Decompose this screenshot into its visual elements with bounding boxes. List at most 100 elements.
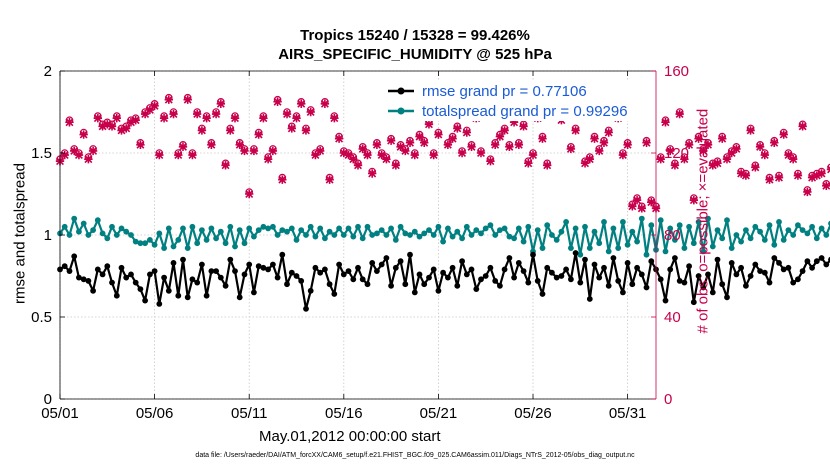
y-tick-label-right: 80 (664, 227, 681, 244)
rmse-point (369, 260, 376, 266)
spread-point (369, 232, 376, 238)
spread-point (326, 228, 333, 235)
obs-evaluated-marker (65, 118, 74, 127)
spread-point (421, 230, 428, 237)
rmse-point (336, 261, 342, 268)
spread-point (506, 233, 513, 240)
obs-evaluated-marker (694, 134, 703, 143)
spread-point (534, 227, 541, 234)
obs-evaluated-marker (528, 150, 538, 160)
rmse-point (511, 274, 517, 281)
rmse-point (728, 260, 735, 266)
spread-point (591, 228, 598, 235)
rmse-point (161, 274, 168, 281)
obs-evaluated-marker (765, 175, 774, 184)
spread-point (213, 235, 220, 242)
obs-evaluated-marker (103, 120, 112, 129)
spread-point (90, 227, 96, 234)
obs-evaluated-marker (301, 126, 311, 135)
spread-point (544, 222, 551, 229)
rmse-point (568, 276, 574, 283)
spread-point (151, 241, 158, 248)
obs-evaluated-marker (183, 95, 192, 104)
rmse-point (501, 266, 508, 273)
spread-point (402, 230, 409, 237)
rmse-point (293, 273, 300, 279)
rmse-point (605, 282, 612, 289)
obs-evaluated-marker (500, 126, 509, 135)
spread-point (359, 235, 366, 242)
spread-point (454, 228, 461, 235)
rmse-point (71, 253, 78, 260)
y-tick-label-left: 1 (44, 227, 52, 244)
spread-point (515, 225, 522, 232)
obs-evaluated-marker (292, 113, 301, 123)
rmse-point (411, 289, 418, 296)
obs-evaluated-marker (372, 140, 382, 149)
obs-evaluated-marker (344, 150, 353, 160)
obs-evaluated-marker (349, 154, 358, 164)
rmse-point (199, 261, 205, 268)
rmse-point (80, 276, 87, 283)
spread-point (241, 240, 248, 247)
obs-evaluated-marker (788, 154, 798, 164)
x-tick-label: 05/16 (325, 405, 363, 422)
rmse-point (222, 282, 229, 289)
obs-evaluated-marker (467, 142, 476, 152)
rmse-point (151, 268, 158, 274)
spread-point (284, 228, 290, 235)
spread-point (586, 245, 593, 252)
spread-point (823, 232, 830, 238)
rmse-point (397, 258, 404, 265)
spread-point (397, 223, 404, 230)
rmse-point (657, 276, 664, 283)
rmse-point (676, 278, 683, 284)
obs-evaluated-marker (817, 169, 826, 178)
rmse-point (615, 278, 622, 284)
x-axis-label: May.01,2012 00:00:00 start (259, 428, 441, 445)
obs-evaluated-marker (727, 148, 736, 158)
rmse-point (118, 264, 125, 271)
rmse-point (752, 261, 759, 268)
spread-point (411, 228, 418, 235)
spread-point (435, 223, 442, 230)
rmse-point (180, 256, 186, 263)
rmse-point (553, 274, 560, 281)
spread-point (525, 223, 532, 230)
rmse-point (76, 274, 82, 281)
obs-evaluated-marker (278, 175, 287, 184)
rmse-point (804, 258, 811, 265)
obs-evaluated-marker (807, 173, 817, 182)
rmse-point (165, 287, 172, 294)
y-tick-label-right: 0 (664, 391, 672, 408)
rmse-point (648, 258, 655, 265)
rmse-point (99, 271, 106, 278)
obs-evaluated-marker (126, 118, 136, 127)
obs-evaluated-marker (486, 157, 495, 166)
data-file-footer: data file: /Users/raeder/DAI/ATM_forcXX/… (195, 452, 635, 459)
obs-evaluated-marker (226, 126, 235, 135)
obs-evaluated-marker (145, 105, 155, 115)
spread-point (681, 245, 688, 252)
rmse-point (298, 278, 305, 284)
rmse-point (468, 266, 475, 273)
spread-point (293, 237, 300, 243)
spread-point (690, 240, 697, 247)
obs-evaluated-marker (623, 140, 632, 149)
obs-evaluated-marker (453, 124, 462, 133)
obs-evaluated-marker (514, 140, 524, 149)
rmse-point (109, 279, 115, 286)
rmse-point (435, 287, 442, 294)
rmse-point (591, 261, 598, 268)
spread-point (714, 227, 721, 234)
obs-evaluated-marker (543, 161, 552, 170)
spread-point (109, 223, 115, 230)
rmse-point (421, 281, 428, 288)
rmse-point (743, 282, 749, 289)
rmse-point (416, 271, 423, 278)
spread-point (705, 215, 711, 222)
obs-evaluated-marker (259, 113, 268, 123)
spread-point (610, 225, 617, 232)
rmse-point (463, 271, 470, 278)
spread-point (270, 223, 276, 230)
